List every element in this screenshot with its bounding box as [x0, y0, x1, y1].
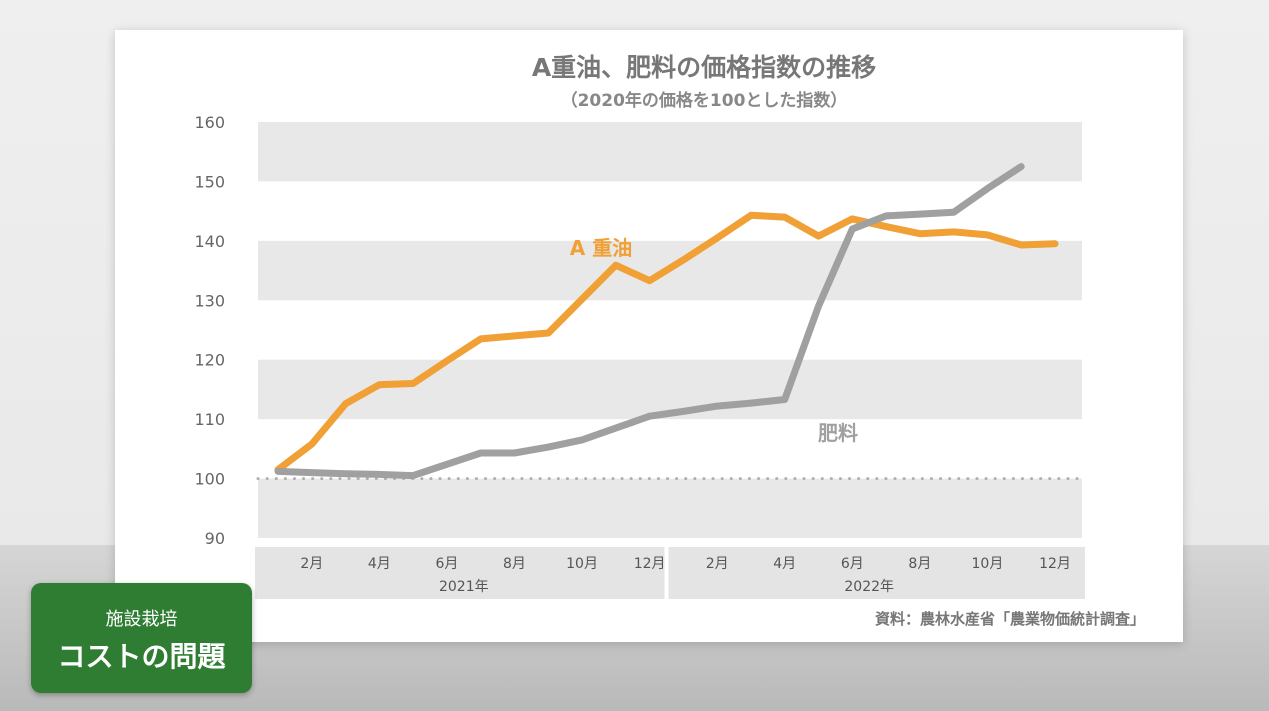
x-axis: 2月 4月 6月 8月 10月 12月 2月 4月 6月 8月 10月 12月 2021年 2022年	[255, 547, 1085, 599]
x-month-label: 6月	[435, 556, 458, 572]
y-tick-label: 110	[194, 410, 225, 429]
x-month-label: 4月	[773, 556, 796, 572]
x-month-label: 10月	[972, 556, 1004, 572]
y-tick-label: 100	[194, 470, 225, 489]
x-axis-block-2021	[255, 547, 665, 599]
series-label-fertilizer: 肥料	[818, 421, 858, 445]
x-month-label: 6月	[841, 556, 864, 572]
chart-card: 2月 4月 6月 8月 10月 12月 2月 4月 6月 8月 10月 12月 2021年 2022年 9…	[115, 30, 1183, 642]
y-tick-label: 140	[194, 232, 225, 251]
x-month-label: 4月	[368, 556, 391, 572]
x-month-label: 8月	[908, 556, 931, 572]
y-tick-label: 130	[194, 291, 225, 310]
y-axis: 90 100 110 120 130 140 150 160	[194, 113, 225, 548]
grid-band	[258, 478, 1082, 538]
x-month-label: 12月	[634, 556, 666, 572]
y-tick-label: 150	[194, 172, 225, 191]
badge-line2: コストの問題	[57, 640, 226, 673]
topic-badge: 施設栽培 コストの問題	[31, 583, 252, 693]
chart-subtitle: （2020年の価格を100とした指数）	[561, 90, 848, 111]
grid-band	[258, 122, 1082, 182]
y-tick-label: 120	[194, 351, 225, 370]
x-axis-block-2022	[668, 547, 1085, 599]
y-tick-label: 160	[194, 113, 225, 132]
chart-source: 資料：農林水産省「農業物価統計調査」	[875, 610, 1145, 628]
line-chart: 2月 4月 6月 8月 10月 12月 2月 4月 6月 8月 10月 12月 2021年 2022年 9…	[194, 53, 1145, 628]
x-year-label: 2021年	[439, 579, 489, 595]
x-month-label: 2月	[706, 556, 729, 572]
series-line-fertilizer	[274, 163, 1025, 480]
series-line-heavy-oil	[274, 211, 1059, 474]
x-month-label: 8月	[503, 556, 526, 572]
x-month-label: 12月	[1039, 556, 1071, 572]
x-month-label: 2月	[300, 556, 323, 572]
series-lines	[274, 163, 1059, 480]
badge-line1: 施設栽培	[105, 609, 178, 630]
x-year-label: 2022年	[844, 579, 894, 595]
x-month-label: 10月	[566, 556, 598, 572]
y-tick-label: 90	[205, 529, 225, 548]
chart-title: A重油、肥料の価格指数の推移	[532, 53, 876, 82]
grid-band	[258, 359, 1082, 420]
series-label-heavy-oil: A 重油	[570, 236, 632, 260]
